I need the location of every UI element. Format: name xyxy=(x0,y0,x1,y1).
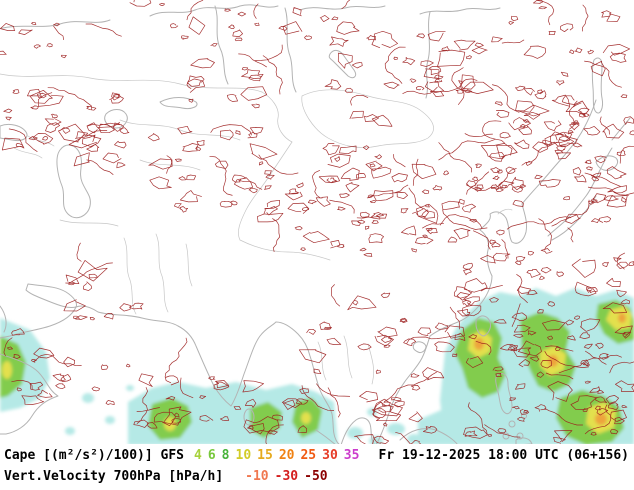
scale-value: 4 xyxy=(194,448,202,463)
vertical-velocity-contours xyxy=(0,0,634,445)
cape-label: Cape [(m²/s²)/100)] GFS xyxy=(4,448,185,463)
scale-value: 20 xyxy=(278,448,295,463)
scale-value: -10 xyxy=(245,469,269,484)
legend: Cape [(m²/s²)/100)] GFS 4 6 8 10 15 20 25 30 35 … xyxy=(0,444,634,490)
scale-value: -50 xyxy=(304,469,328,484)
scale-value: 30 xyxy=(322,448,338,463)
contour-layer xyxy=(0,0,634,445)
scale-value: 6 xyxy=(207,448,216,463)
cape-fill-layer xyxy=(0,288,634,445)
vertical-velocity-label: Vert.Velocity 700hPa [hPa/h] xyxy=(4,469,224,484)
timestamp: Fr 19-12-2025 18:00 UTC (06+156) xyxy=(378,448,629,463)
scale-value: 35 xyxy=(343,448,360,463)
legend-row-cape: Cape [(m²/s²)/100)] GFS 4 6 8 10 15 20 25 30 35 … xyxy=(4,449,629,462)
scale-value: -30 xyxy=(274,469,299,484)
vertical-velocity-scale: -10 -30 -50 xyxy=(245,470,333,483)
scale-value: 15 xyxy=(257,448,273,463)
border-layer xyxy=(0,73,513,385)
coastline-layer xyxy=(0,4,631,445)
scale-value: 25 xyxy=(300,448,317,463)
scale-value: 8 xyxy=(221,448,230,463)
legend-row-vertical-velocity: Vert.Velocity 700hPa [hPa/h] -10 -30 -50 xyxy=(4,470,629,483)
weather-map xyxy=(0,0,634,445)
scale-value: 10 xyxy=(235,448,252,463)
cape-scale: 4 6 8 10 15 20 25 30 35 xyxy=(194,449,365,462)
